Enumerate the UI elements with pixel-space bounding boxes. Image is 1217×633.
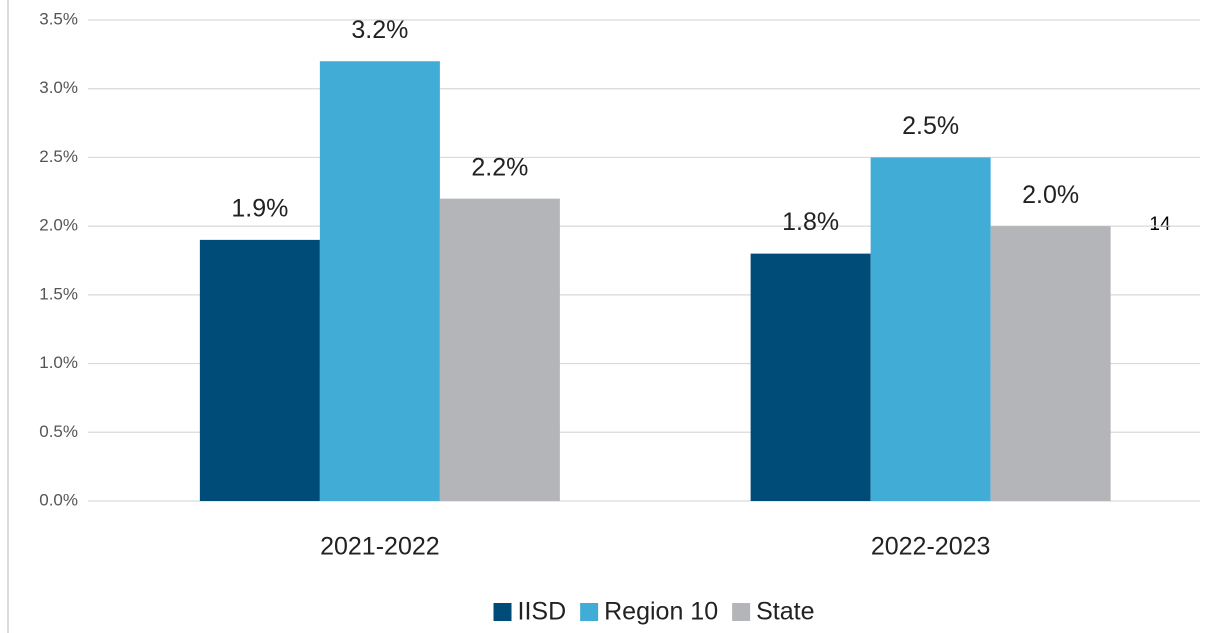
annotation: 14 xyxy=(1149,214,1171,235)
data-label: 3.2% xyxy=(351,16,408,44)
y-tick-label: 0.0% xyxy=(39,490,78,509)
data-label: 1.9% xyxy=(231,194,288,222)
legend-label: Region 10 xyxy=(604,598,718,626)
legend-swatch xyxy=(580,603,599,621)
x-tick-label: 2021-2022 xyxy=(320,533,440,561)
data-label: 2.5% xyxy=(902,112,959,140)
bar xyxy=(750,253,871,501)
data-label: 2.2% xyxy=(471,153,528,181)
bar xyxy=(439,198,560,501)
y-tick-label: 2.0% xyxy=(39,216,78,235)
legend-swatch xyxy=(493,603,512,621)
bar xyxy=(870,157,991,501)
legend-swatch xyxy=(732,603,751,621)
y-tick-label: 1.5% xyxy=(39,284,78,303)
bar xyxy=(199,239,320,501)
data-label: 2.0% xyxy=(1022,181,1079,209)
x-tick-label: 2022-2023 xyxy=(871,533,991,561)
legend-label: State xyxy=(756,598,814,626)
bar xyxy=(990,226,1111,501)
y-tick-label: 2.5% xyxy=(39,147,78,166)
y-tick-label: 3.0% xyxy=(39,78,78,97)
y-tick-label: 0.5% xyxy=(39,422,78,441)
legend-label: IISD xyxy=(518,598,567,626)
data-label: 1.8% xyxy=(782,208,839,236)
y-tick-label: 1.0% xyxy=(39,353,78,372)
y-tick-label: 3.5% xyxy=(39,9,78,28)
bar xyxy=(319,61,440,501)
